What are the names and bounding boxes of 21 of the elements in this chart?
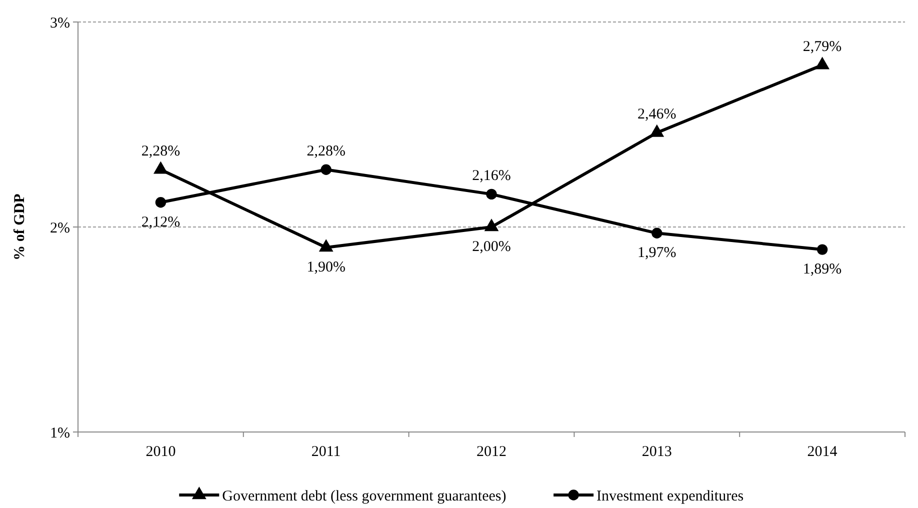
- legend-label: Government debt (less government guarantees): [222, 488, 506, 504]
- x-tick-label: 2010: [146, 444, 176, 460]
- x-tick-label: 2014: [807, 444, 838, 460]
- data-label: 2,12%: [141, 214, 180, 230]
- data-label: 2,28%: [141, 144, 180, 160]
- data-label: 2,46%: [638, 106, 676, 123]
- x-tick-label: 2011: [311, 444, 341, 460]
- data-label: 2,79%: [802, 39, 842, 56]
- data-label: 2,00%: [472, 239, 511, 255]
- legend-label: Investment expenditures: [596, 488, 744, 504]
- y-tick-label: 1%: [50, 425, 70, 442]
- y-axis-title: % of GDP: [12, 194, 28, 260]
- x-tick-label: 2012: [476, 444, 506, 460]
- x-tick-label: 2013: [642, 444, 672, 460]
- data-label: 1,97%: [638, 245, 676, 262]
- data-label: 2,28%: [306, 144, 346, 160]
- y-tick-label: 2%: [50, 220, 70, 236]
- data-label: 1,90%: [306, 260, 346, 276]
- y-tick-label: 3%: [50, 15, 70, 32]
- data-label: 2,16%: [472, 168, 511, 184]
- data-label: 1,89%: [802, 262, 842, 278]
